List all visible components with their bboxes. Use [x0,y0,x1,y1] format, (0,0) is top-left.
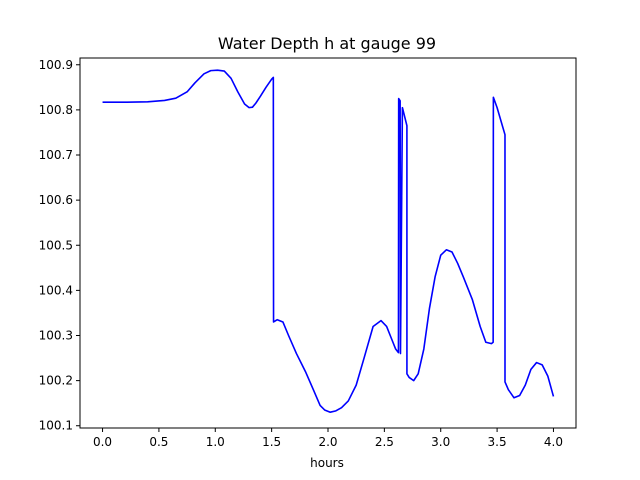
x-tick-label: 3.5 [488,435,507,449]
y-tick-label: 100.1 [39,419,73,433]
y-tick-label: 100.9 [39,58,73,72]
plot-area [102,69,555,414]
x-tick-label: 0.5 [149,435,168,449]
x-tick-label: 4.0 [544,435,563,449]
y-tick-label: 100.6 [39,193,73,207]
y-tick-label: 100.3 [39,329,73,343]
y-tick-label: 100.5 [39,238,73,252]
plot-frame [79,57,577,429]
x-tick-label: 1.5 [262,435,281,449]
y-tick-label: 100.2 [39,374,73,388]
series-line-0 [102,69,555,414]
x-tick-label: 2.5 [375,435,394,449]
x-tick-label: 0.0 [93,435,112,449]
x-tick-label: 2.0 [318,435,337,449]
y-tick-label: 100.4 [39,283,73,297]
x-axis: 0.0 0.5 1.0 1.5 2.0 2.5 3.0 3.5 4.0 [93,428,563,449]
x-tick-label: 3.0 [431,435,450,449]
x-axis-label: hours [310,456,344,470]
y-axis: 100.1 100.2 100.3 100.4 100.5 100.6 100.7 100.8… [39,58,80,433]
y-tick-label: 100.8 [39,103,73,117]
y-tick-label: 100.7 [39,148,73,162]
chart-title: Water Depth h at gauge 99 [218,34,436,53]
x-tick-label: 1.0 [206,435,225,449]
